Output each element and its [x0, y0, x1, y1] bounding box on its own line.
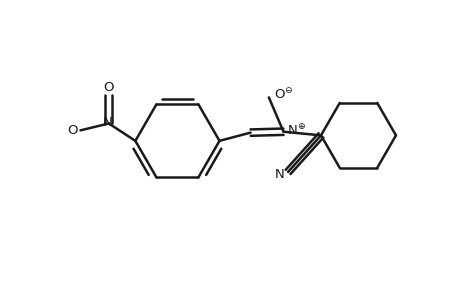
Text: N: N [103, 116, 112, 129]
Text: O$^{\ominus}$: O$^{\ominus}$ [274, 87, 293, 102]
Text: N$^{\oplus}$: N$^{\oplus}$ [286, 122, 305, 137]
Text: N: N [274, 168, 284, 181]
Text: O: O [103, 81, 114, 94]
Text: O: O [67, 124, 77, 137]
